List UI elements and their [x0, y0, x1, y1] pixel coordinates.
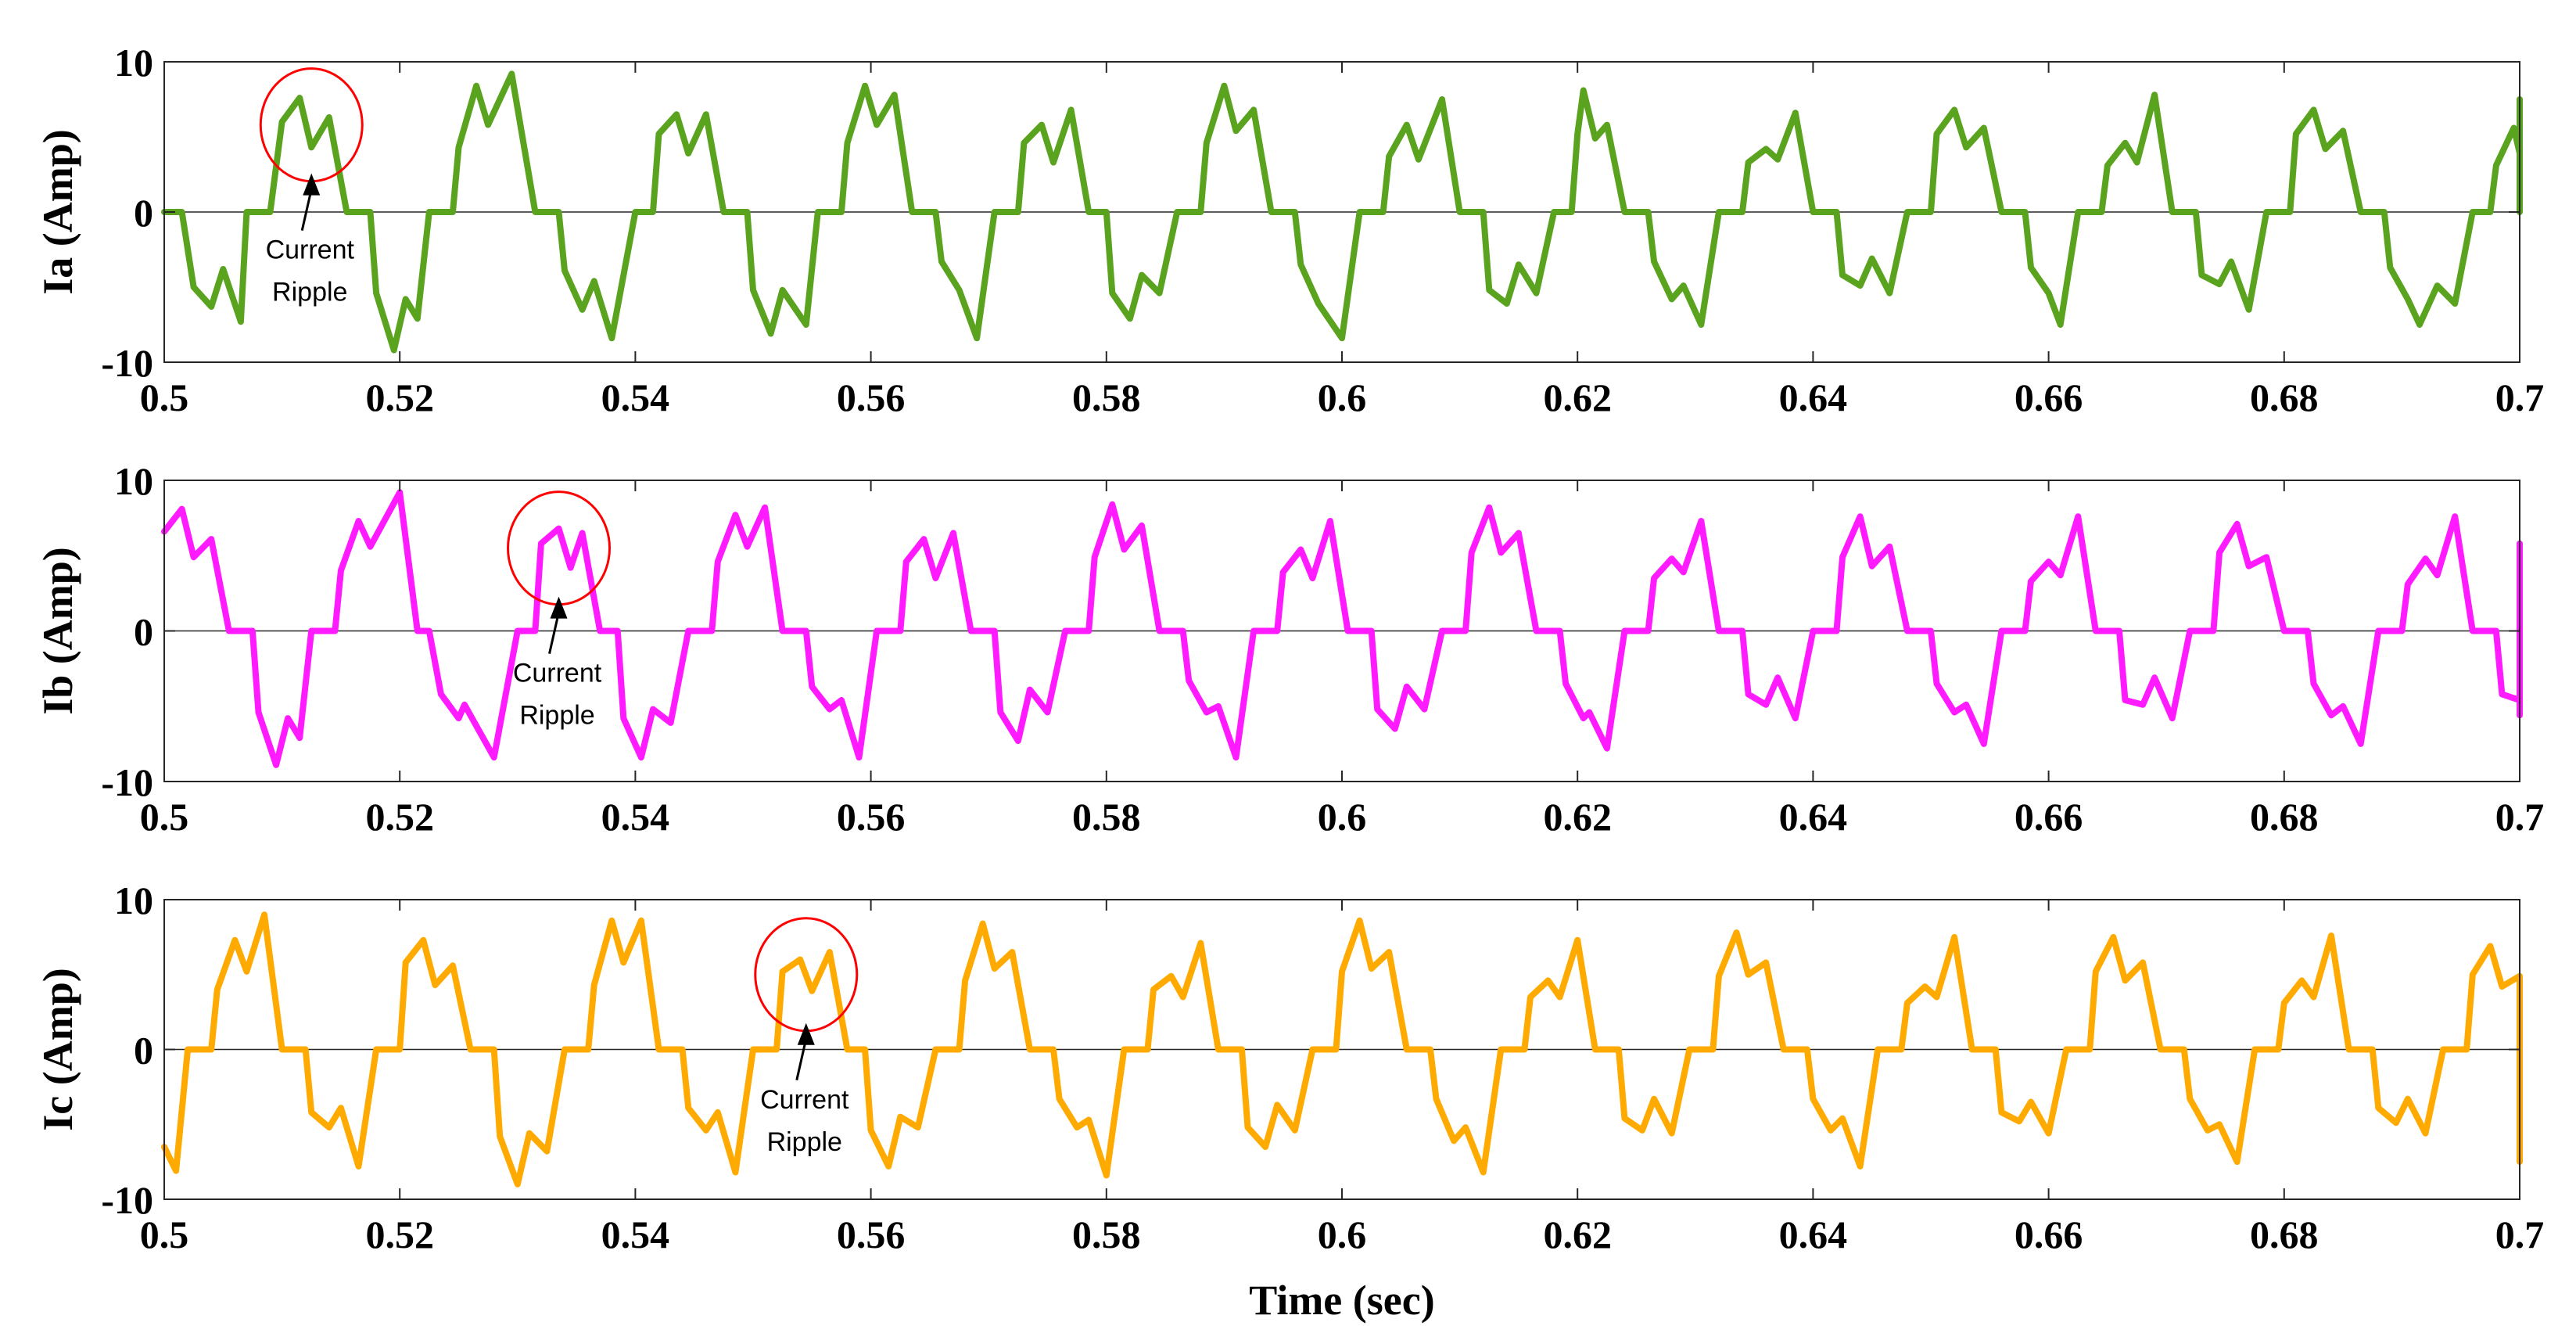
x-tick-label: 0.66	[2015, 1213, 2083, 1256]
x-tick-label: 0.68	[2250, 1213, 2319, 1256]
y-tick-label: -10	[101, 1178, 153, 1222]
x-tick-label: 0.58	[1072, 1213, 1141, 1256]
y-axis-label: Ic (Amp)	[34, 968, 81, 1130]
x-tick-label: 0.56	[837, 795, 906, 839]
ripple-highlight-circle	[507, 491, 612, 606]
x-tick-label: 0.62	[1543, 795, 1612, 839]
x-tick-label: 0.54	[601, 795, 670, 839]
y-tick-label: -10	[101, 341, 153, 385]
x-tick-label: 0.68	[2250, 376, 2319, 419]
y-axis-label: Ib (Amp)	[34, 547, 81, 715]
annotation-arrow	[300, 189, 313, 231]
plot-panel-2: 0.5 0.52 0.54 0.56 0.58 0.6 0.62 0.64 0.66 0.68 0.…	[34, 459, 2544, 839]
y-axis-label: Ia (Amp)	[34, 129, 81, 295]
x-tick-label: 0.7	[2495, 795, 2545, 839]
annotation-text-line1: Current	[266, 235, 355, 265]
x-tick-label: 0.5	[140, 795, 189, 839]
x-tick-label: 0.66	[2015, 795, 2083, 839]
annotation-text-line1: Current	[513, 659, 602, 688]
y-tick-label: 10	[114, 459, 153, 503]
x-tick-label: 0.6	[1318, 376, 1367, 419]
x-tick-label: 0.58	[1072, 795, 1141, 839]
x-tick-label: 0.58	[1072, 376, 1141, 419]
x-axis-label: Time (sec)	[1249, 1277, 1434, 1324]
x-tick-label: 0.56	[837, 1213, 906, 1256]
annotation-arrow	[795, 1038, 808, 1081]
annotation-text-line2: Ripple	[272, 278, 347, 307]
y-tick-label: 0	[134, 191, 153, 235]
x-tick-label: 0.54	[601, 376, 670, 419]
x-tick-label: 0.64	[1779, 376, 1848, 419]
y-tick-label: 10	[114, 879, 153, 922]
y-tick-label: -10	[101, 760, 153, 804]
x-tick-label: 0.5	[140, 1213, 189, 1256]
x-tick-label: 0.7	[2495, 1213, 2545, 1256]
series-line-2	[161, 489, 2523, 768]
x-tick-label: 0.52	[365, 795, 434, 839]
y-tick-label: 10	[114, 41, 153, 84]
x-tick-label: 0.64	[1779, 795, 1848, 839]
series-line-3	[161, 911, 2523, 1188]
x-tick-label: 0.5	[140, 376, 189, 419]
annotation-arrowhead	[797, 1022, 815, 1045]
x-tick-label: 0.64	[1779, 1213, 1848, 1256]
x-tick-label: 0.56	[837, 376, 906, 419]
plot-panel-3: 0.5 0.52 0.54 0.56 0.58 0.6 0.62 0.64 0.66 0.68 0.…	[34, 879, 2544, 1324]
annotation-text-line2: Ripple	[767, 1127, 842, 1157]
x-tick-label: 0.54	[601, 1213, 670, 1256]
y-tick-label: 0	[134, 610, 153, 654]
plot-panel-1: 0.5 0.52 0.54 0.56 0.58 0.6 0.62 0.64 0.66 0.68 0.…	[34, 41, 2544, 419]
y-tick-label: 0	[134, 1029, 153, 1073]
x-tick-label: 0.62	[1543, 1213, 1612, 1256]
x-tick-label: 0.6	[1318, 1213, 1367, 1256]
ripple-highlight-circle	[259, 67, 364, 183]
annotation-arrow	[548, 612, 560, 654]
annotation-text-line1: Current	[760, 1085, 849, 1115]
series-line-1	[161, 70, 2523, 354]
x-tick-label: 0.66	[2015, 376, 2083, 419]
annotation-text-line2: Ripple	[519, 701, 594, 731]
x-tick-label: 0.7	[2495, 376, 2545, 419]
x-tick-label: 0.68	[2250, 795, 2319, 839]
x-tick-label: 0.6	[1318, 795, 1367, 839]
x-tick-label: 0.62	[1543, 376, 1612, 419]
x-tick-label: 0.52	[365, 376, 434, 419]
annotation-arrowhead	[303, 173, 321, 196]
annotation-arrowhead	[550, 596, 568, 619]
x-tick-label: 0.52	[365, 1213, 434, 1256]
